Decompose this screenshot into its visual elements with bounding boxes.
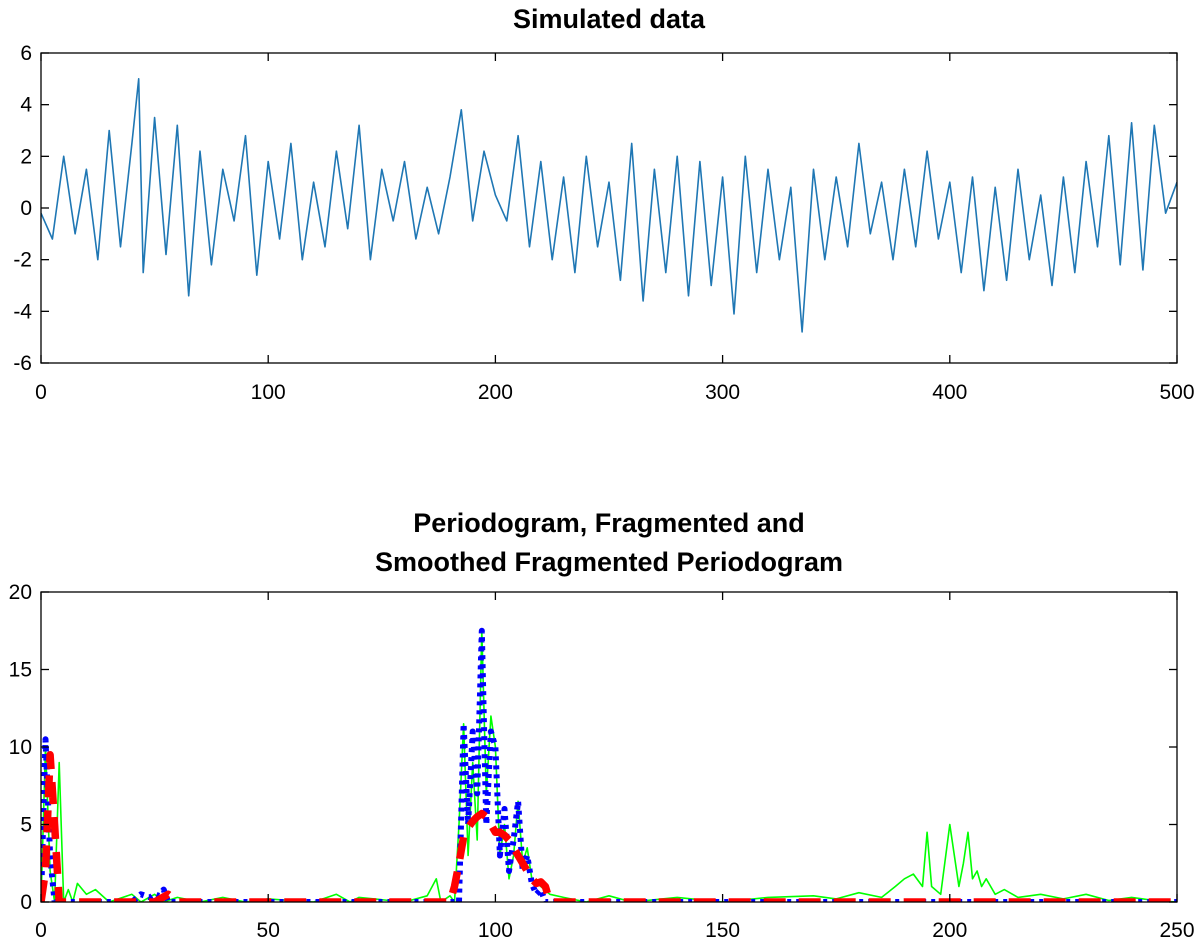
x-tick-label: 50 xyxy=(257,919,280,942)
x-tick-label: 100 xyxy=(251,381,286,404)
y-tick-label: 6 xyxy=(20,42,32,65)
x-tick-label: 400 xyxy=(932,381,967,404)
series-line-1 xyxy=(41,78,1177,333)
y-tick-label: 20 xyxy=(9,581,32,604)
y-tick-label: -2 xyxy=(13,249,32,272)
x-tick-label: 300 xyxy=(705,381,740,404)
x-tick-label: 250 xyxy=(1159,919,1194,942)
y-tick-label: -4 xyxy=(13,300,32,323)
y-tick-label: 0 xyxy=(20,197,32,220)
y-tick-label: 15 xyxy=(9,659,32,682)
x-tick-label: 100 xyxy=(478,919,513,942)
y-tick-label: 2 xyxy=(20,145,32,168)
y-tick-label: 4 xyxy=(20,94,32,117)
chart-title: Simulated data xyxy=(513,4,706,34)
x-tick-label: 0 xyxy=(35,919,47,942)
chart-panel-2: Periodogram, Fragmented and Smoothed Frag… xyxy=(9,508,1195,942)
y-tick-label: 5 xyxy=(20,814,32,837)
x-tick-label: 200 xyxy=(478,381,513,404)
y-tick-label: -6 xyxy=(13,352,32,375)
axes-box xyxy=(40,52,1178,364)
axes-box xyxy=(40,591,1178,903)
x-tick-label: 150 xyxy=(705,919,740,942)
chart-title: Periodogram, Fragmented and xyxy=(413,508,805,538)
y-tick-label: 0 xyxy=(20,891,32,914)
series-line-2 xyxy=(41,627,1177,902)
x-tick-label: 500 xyxy=(1159,381,1194,404)
series-line-3 xyxy=(41,751,1177,902)
x-tick-label: 0 xyxy=(35,381,47,404)
series-line-1 xyxy=(41,629,1177,902)
chart-panel-1: Simulated data 0 100 200 300 400 500 6 4 2 0 -2 -4 -6 xyxy=(13,4,1194,404)
chart-title: Smoothed Fragmented Periodogram xyxy=(375,547,843,577)
x-tick-label: 200 xyxy=(932,919,967,942)
y-tick-label: 10 xyxy=(9,736,32,759)
